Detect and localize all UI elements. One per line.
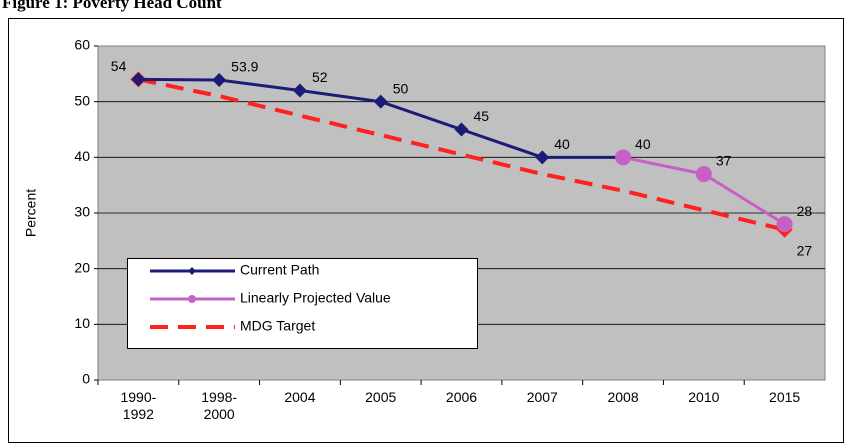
data-label: 40 <box>554 136 570 152</box>
y-tick-label: 60 <box>74 37 90 53</box>
legend-label: Current Path <box>240 262 319 278</box>
figure-title: Figure 1: Poverty Head Count <box>2 0 222 12</box>
point <box>131 72 146 87</box>
data-label: 53.9 <box>231 59 258 75</box>
y-tick-label: 10 <box>74 315 90 331</box>
x-tick-label: 1990-1992 <box>120 389 157 422</box>
x-tick-label: 2004 <box>284 389 316 405</box>
data-label: 37 <box>716 153 732 169</box>
data-label: 52 <box>312 69 328 85</box>
y-tick-label: 50 <box>74 92 90 108</box>
point <box>535 150 550 165</box>
point <box>212 72 227 87</box>
data-label: 40 <box>635 136 651 152</box>
legend-box <box>127 258 478 349</box>
x-tick-label: 2015 <box>769 389 801 405</box>
point <box>373 94 388 109</box>
legend-label: Linearly Projected Value <box>240 290 391 306</box>
legend-marker <box>188 295 196 303</box>
point <box>695 166 712 183</box>
point <box>454 122 469 137</box>
x-tick-label: 2008 <box>607 389 639 405</box>
data-label: 54 <box>111 58 127 74</box>
point <box>292 83 307 98</box>
x-tick-label: 1998-2000 <box>201 389 238 422</box>
y-tick-label: 20 <box>74 259 90 275</box>
point <box>776 216 793 233</box>
x-tick-label: 2005 <box>365 389 397 405</box>
data-label: 27 <box>797 242 813 258</box>
y-tick-label: 40 <box>74 148 90 164</box>
x-tick-label: 2007 <box>526 389 558 405</box>
legend-marker <box>188 267 196 275</box>
legend: Current Path Linearly Projected Value MDG … <box>127 258 478 349</box>
data-label: 45 <box>474 108 490 124</box>
legend-label: MDG Target <box>240 318 315 334</box>
y-tick-label: 0 <box>82 371 90 387</box>
data-label: 28 <box>797 203 813 219</box>
x-tick-label: 2010 <box>688 389 720 405</box>
data-label: 50 <box>393 80 409 96</box>
x-tick-label: 2006 <box>445 389 478 405</box>
point <box>615 149 632 166</box>
y-axis-label: Percent <box>23 189 39 237</box>
y-tick-label: 30 <box>74 204 90 220</box>
